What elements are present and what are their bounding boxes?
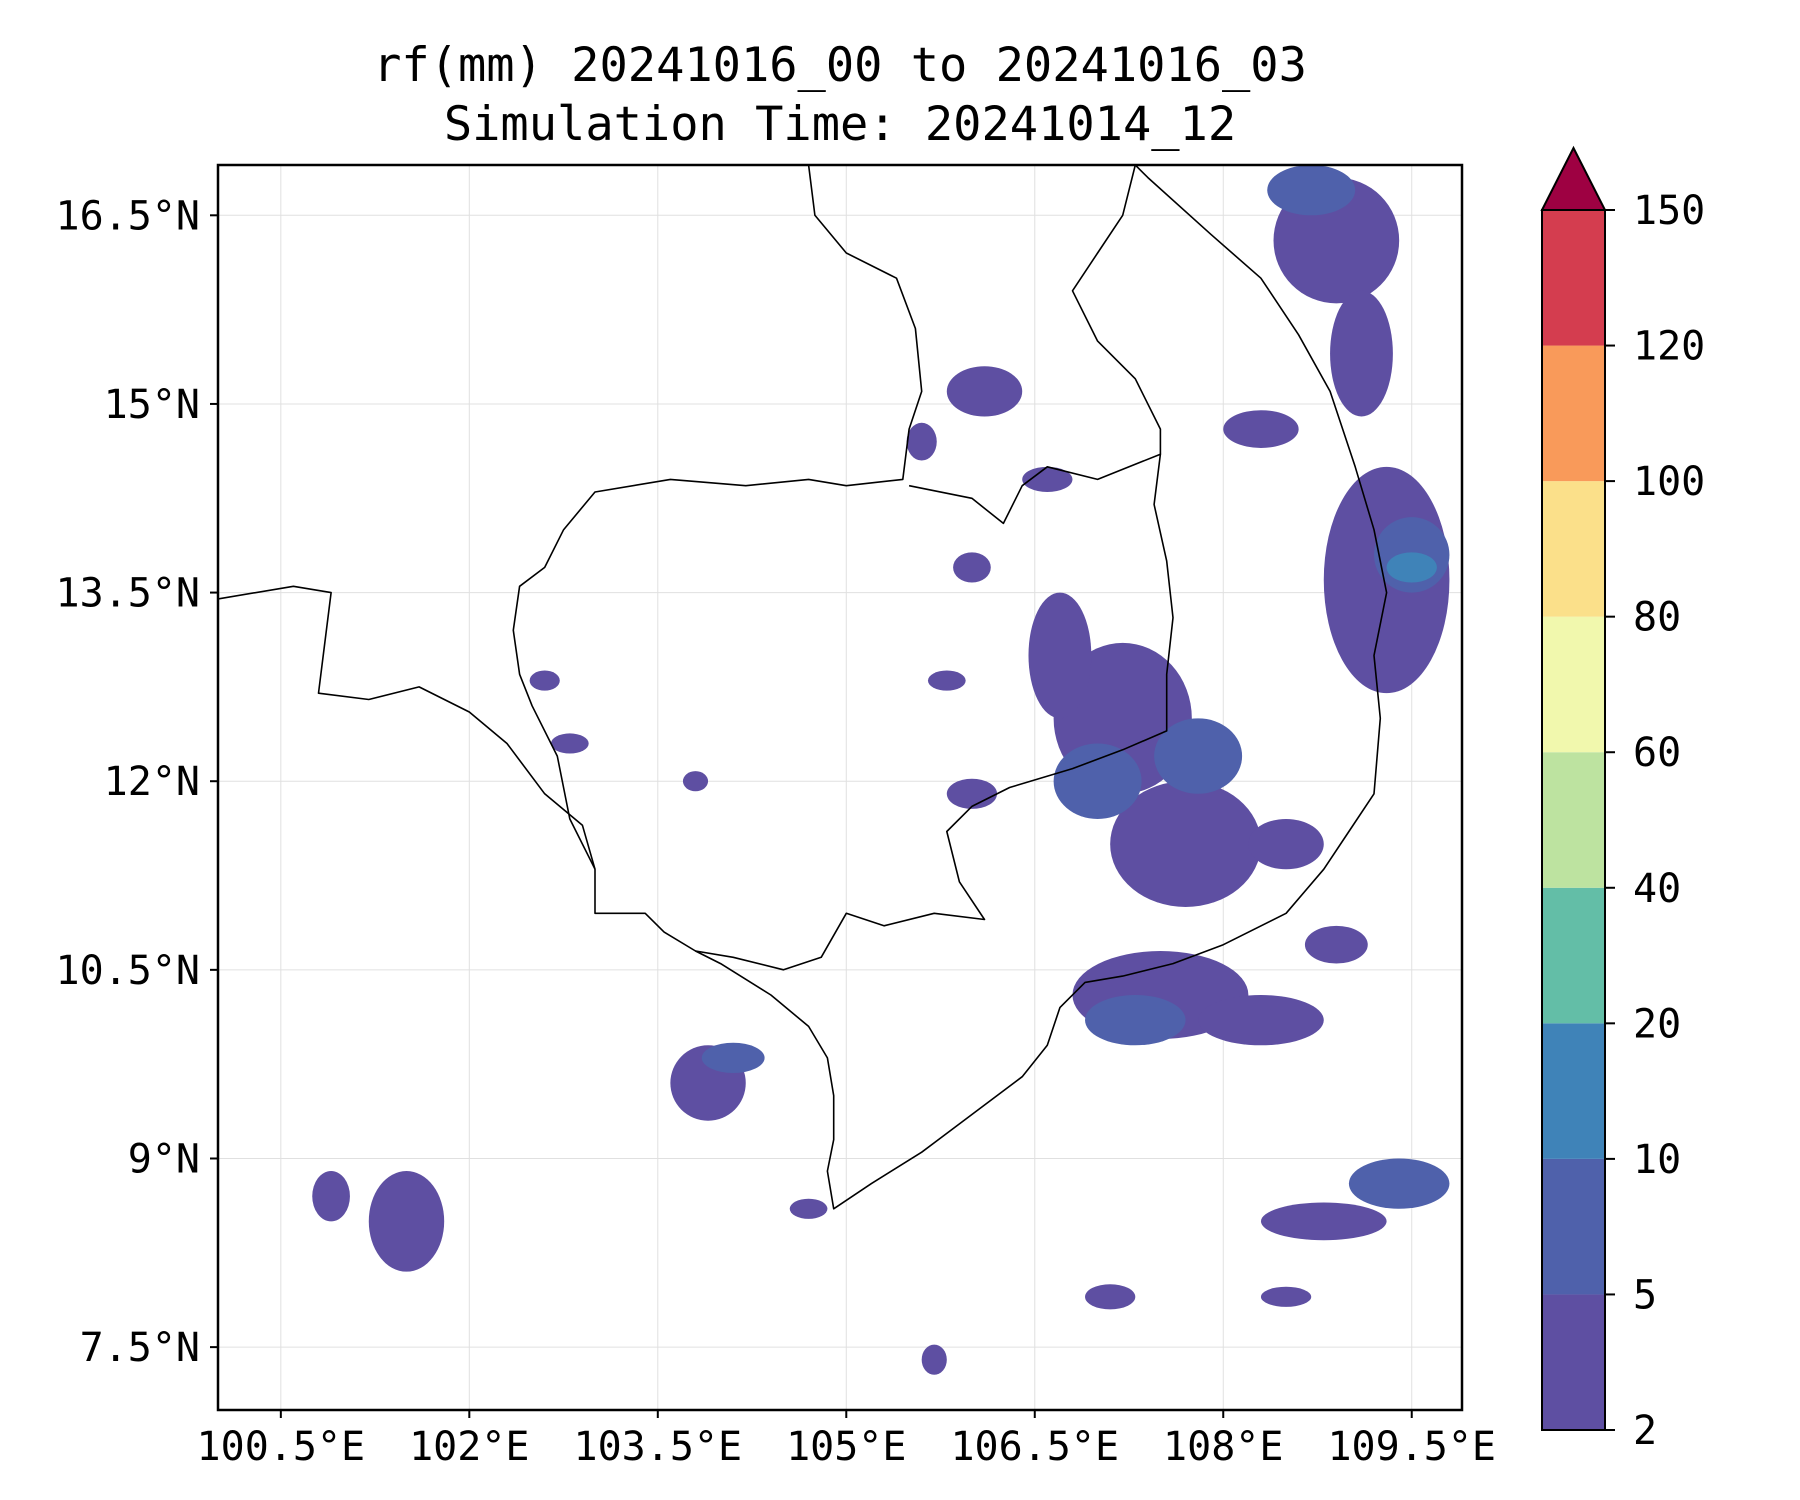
boundary-line (218, 165, 1388, 1210)
y-tick-label: 10.5°N (56, 948, 201, 994)
y-tick-label: 15°N (104, 382, 200, 428)
gridlines (218, 165, 1462, 1410)
colorbar-segment (1542, 752, 1605, 888)
boundary-line (512, 165, 923, 870)
rain-patch (1304, 925, 1368, 964)
colorbar-segment (1542, 1023, 1605, 1159)
colorbar-label: 60 (1633, 730, 1681, 776)
rain-patch (682, 771, 709, 792)
colorbar-label: 150 (1633, 188, 1705, 234)
x-tick-label: 108°E (1163, 1424, 1283, 1470)
colorbar-label: 120 (1633, 324, 1705, 370)
rain-patch (1267, 165, 1356, 216)
colorbar-segment (1542, 481, 1605, 617)
rain-patch (1022, 466, 1073, 492)
rain-patch (1028, 592, 1092, 719)
rain-patch (1223, 410, 1299, 448)
colorbar-label: 2 (1633, 1408, 1657, 1454)
colorbar-segment (1542, 1294, 1605, 1430)
rain-patch (789, 1198, 828, 1219)
rain-patch (1085, 995, 1186, 1046)
boundary-line (695, 453, 1174, 971)
rain-patch (368, 1171, 445, 1272)
rain-patch (1330, 290, 1393, 417)
colorbar-segment (1542, 210, 1605, 346)
rain-patch (1110, 781, 1261, 907)
x-tick-label: 106.5°E (950, 1424, 1119, 1470)
y-tick-label: 12°N (104, 759, 200, 805)
colorbar: 2 5 10 20 40 60 80 100 120 150 (1540, 145, 1705, 1454)
country-boundaries (218, 165, 1388, 1210)
rain-patch (1386, 552, 1437, 583)
colorbar-segment (1542, 616, 1605, 753)
rain-patch (946, 778, 998, 809)
colorbar-segment (1542, 1158, 1605, 1295)
x-tick-label: 103.5°E (574, 1424, 743, 1470)
rain-patch (529, 670, 560, 691)
latitude-axis: 16.5°N 15°N 13.5°N 12°N 10.5°N 9°N 7.5°N (56, 193, 218, 1371)
rain-patch (1348, 1158, 1450, 1209)
y-tick-label: 16.5°N (56, 193, 201, 239)
y-tick-label: 7.5°N (80, 1325, 200, 1371)
rain-patch (921, 1344, 947, 1375)
rain-patch (1085, 1284, 1136, 1310)
map-subtitle: Simulation Time: 20241014_12 (443, 97, 1237, 152)
boundary-line (1071, 165, 1162, 455)
colorbar-segment (1542, 345, 1605, 482)
colorbar-label: 80 (1633, 595, 1681, 641)
colorbar-extend-arrow (1540, 145, 1607, 211)
x-tick-label: 100.5°E (197, 1424, 366, 1470)
colorbar-label: 20 (1633, 1001, 1681, 1047)
rain-patch (312, 1171, 350, 1222)
colorbar-label: 10 (1633, 1137, 1681, 1183)
rain-patch (1248, 818, 1324, 870)
x-tick-label: 109.5°E (1327, 1424, 1496, 1470)
y-tick-label: 9°N (128, 1136, 200, 1182)
rain-patch (1260, 1202, 1387, 1241)
colorbar-label: 40 (1633, 866, 1681, 912)
colorbar-label: 100 (1633, 459, 1705, 505)
rain-patch (701, 1042, 765, 1073)
map-title: rf(mm) 20241016_00 to 20241016_03 (373, 38, 1307, 93)
rain-patch (550, 733, 589, 754)
rain-patch (927, 670, 966, 691)
rain-patch (1198, 995, 1324, 1046)
colorbar-label: 5 (1633, 1272, 1657, 1318)
rain-patch (906, 422, 937, 461)
rainfall-contours (312, 165, 1450, 1375)
y-tick-label: 13.5°N (56, 571, 201, 617)
colorbar-segment (1542, 887, 1605, 1024)
map-frame (216, 163, 1464, 1412)
rain-patch (1053, 743, 1142, 819)
rain-patch (946, 366, 1023, 417)
x-tick-label: 105°E (786, 1424, 906, 1470)
x-tick-label: 102°E (409, 1424, 529, 1470)
longitude-axis: 100.5°E 102°E 103.5°E 105°E 106.5°E 108°E 109.… (197, 1410, 1496, 1470)
rain-patch (1154, 718, 1243, 794)
rain-patch (953, 552, 991, 583)
colorbar-frame (1541, 209, 1606, 1431)
rain-patch (1260, 1286, 1312, 1307)
